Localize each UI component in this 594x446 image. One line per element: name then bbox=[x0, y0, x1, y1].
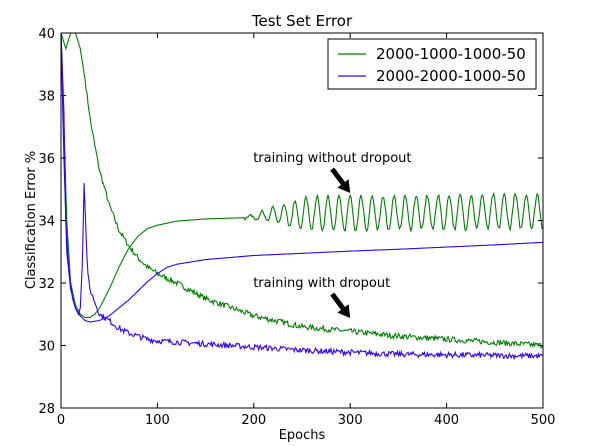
y-tick-label: 34 bbox=[38, 215, 55, 230]
legend-box bbox=[327, 38, 537, 90]
y-axis-label: Classification Error % bbox=[24, 151, 39, 289]
x-tick-label: 400 bbox=[434, 413, 459, 428]
legend-label: 2000-1000-1000-50 bbox=[376, 45, 526, 63]
annotation-arrowhead bbox=[337, 304, 351, 318]
x-tick-label: 500 bbox=[531, 413, 556, 428]
y-tick-label: 28 bbox=[38, 402, 55, 417]
annotations: training without dropout training with dr… bbox=[253, 151, 412, 318]
x-axis-label: Epochs bbox=[279, 428, 326, 443]
plot-area bbox=[61, 33, 543, 361]
annotation-text: training with dropout bbox=[253, 276, 390, 291]
chart-title: Test Set Error bbox=[251, 12, 353, 30]
y-tick-label: 38 bbox=[38, 90, 55, 105]
annotation-text: training without dropout bbox=[253, 151, 411, 166]
series-line-3 bbox=[61, 33, 543, 361]
axis-ticks: 0 100 200 300 400 500 28 30 32 34 36 38 40 bbox=[38, 27, 555, 428]
y-tick-label: 40 bbox=[38, 27, 55, 42]
y-tick-label: 36 bbox=[38, 152, 55, 167]
annotation-arrowhead bbox=[337, 179, 351, 193]
legend-label: 2000-2000-1000-50 bbox=[376, 67, 526, 85]
y-tick-label: 32 bbox=[38, 277, 55, 292]
x-tick-label: 300 bbox=[338, 413, 363, 428]
x-tick-label: 100 bbox=[145, 413, 170, 428]
series-line-2 bbox=[61, 33, 543, 318]
series-line-4 bbox=[61, 33, 543, 323]
series-line-1 bbox=[61, 33, 543, 350]
x-tick-label: 0 bbox=[57, 413, 65, 428]
legend: 2000-1000-1000-50 2000-2000-1000-50 bbox=[327, 38, 537, 90]
y-tick-label: 30 bbox=[38, 340, 55, 355]
x-tick-label: 200 bbox=[241, 413, 266, 428]
